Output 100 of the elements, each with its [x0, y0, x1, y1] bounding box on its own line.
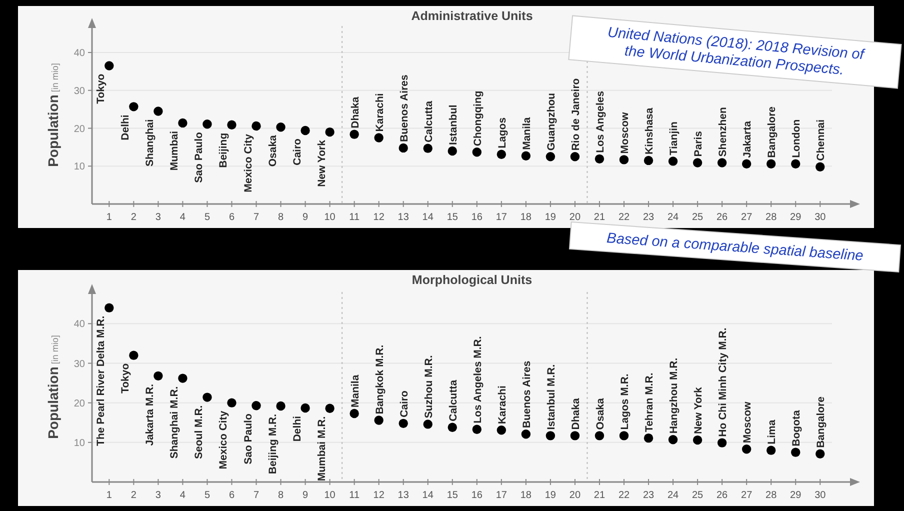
x-tick-label: 22: [618, 490, 630, 501]
x-tick-label: 4: [180, 490, 186, 501]
chart-title: Administrative Units: [411, 9, 533, 23]
y-tick-label: 10: [74, 162, 86, 173]
annotation: Chennai: [815, 119, 828, 161]
point: [300, 126, 310, 136]
point: [423, 420, 432, 429]
annotation: Calcutta: [447, 380, 460, 422]
annotation: Cairo: [291, 138, 304, 166]
annotation: Tehran M.R.: [644, 372, 656, 432]
annotation: Dhaka: [570, 398, 582, 430]
y-tick-label: 10: [74, 438, 86, 449]
point: [692, 158, 702, 168]
point: [300, 403, 310, 413]
x-tick-label: 19: [544, 212, 556, 223]
x-tick-label: 18: [520, 490, 532, 501]
annotation: Seoul M.R.: [193, 405, 206, 459]
point: [227, 398, 236, 408]
x-tick-label: 5: [204, 212, 210, 223]
annotation: London: [790, 119, 803, 158]
x-tick-label: 15: [446, 212, 458, 223]
point: [668, 156, 678, 166]
point: [644, 433, 654, 443]
point: [791, 159, 800, 168]
x-tick-label: 16: [471, 490, 483, 501]
point: [325, 127, 334, 137]
point: [546, 152, 556, 162]
x-tick-label: 7: [253, 212, 260, 223]
y-tick-label: 30: [74, 358, 86, 370]
x-tick-label: 10: [324, 212, 336, 223]
annotation: Beijing: [218, 132, 230, 168]
x-tick-label: 24: [667, 212, 680, 223]
annotation: Los Angeles: [594, 90, 606, 153]
point: [276, 401, 286, 411]
x-tick-label: 30: [814, 212, 826, 223]
annotation: Bogota: [790, 410, 803, 446]
annotation: Bangalore: [766, 106, 778, 158]
point: [374, 133, 384, 142]
x-tick-label: 29: [790, 490, 802, 501]
x-tick-label: 8: [278, 490, 284, 501]
point: [350, 408, 359, 418]
x-tick-label: 13: [398, 212, 410, 223]
x-tick-label: 26: [716, 490, 728, 501]
annotation: Suzhou M.R.: [422, 355, 435, 418]
x-tick-label: 14: [422, 212, 434, 223]
x-tick-label: 3: [155, 212, 162, 223]
x-tick-label: 17: [496, 490, 508, 501]
annotation: Calcutta: [422, 100, 435, 142]
point: [570, 152, 580, 162]
annotation: Mexico City: [218, 410, 230, 470]
x-tick-label: 26: [716, 212, 728, 223]
x-tick-label: 19: [544, 490, 556, 501]
x-tick-label: 30: [814, 490, 826, 501]
point: [448, 146, 457, 156]
annotation: Shanghai M.R.: [168, 386, 181, 459]
x-tick-label: 27: [741, 490, 753, 501]
annotation: Jakarta M.R.: [144, 384, 156, 446]
annotation: Karachi: [496, 386, 508, 424]
x-tick-label: 3: [155, 490, 162, 501]
x-tick-label: 23: [642, 212, 655, 223]
point: [521, 151, 531, 160]
annotation: Lagos M.R.: [619, 374, 631, 430]
x-tick-label: 9: [302, 490, 309, 501]
x-tick-label: 1: [106, 490, 112, 501]
text: Based on a comparable spatial baseline: [606, 230, 864, 264]
annotation: Istanbul: [447, 104, 460, 145]
point: [154, 371, 163, 381]
point: [154, 106, 163, 116]
x-tick-label: 12: [373, 490, 385, 501]
point: [644, 156, 654, 166]
x-tick-label: 15: [446, 490, 458, 501]
annotation: Kinshasa: [644, 108, 656, 154]
annotation: Guangzhou: [545, 92, 558, 151]
point: [570, 431, 580, 440]
annotation: Delhi: [291, 416, 304, 442]
point: [717, 438, 727, 448]
y-tick-label: 20: [74, 398, 86, 410]
chart-title: Morphological Units: [412, 273, 532, 287]
point: [816, 449, 825, 458]
point: [619, 155, 629, 164]
x-tick-label: 5: [204, 490, 210, 501]
x-tick-label: 12: [373, 212, 385, 223]
x-tick-label: 1: [106, 212, 112, 223]
y-tick-label: 40: [74, 48, 86, 60]
annotation: Tokyo: [120, 363, 132, 394]
annotation: Shenzhen: [717, 107, 730, 157]
point: [496, 426, 506, 435]
annotation: Sao Paulo: [242, 414, 254, 464]
annotation: Istanbul M.R.: [545, 364, 558, 430]
x-tick-label: 7: [253, 490, 260, 501]
point: [448, 422, 457, 432]
y-tick-label: 20: [74, 124, 86, 135]
point: [717, 158, 727, 168]
x-tick-label: 24: [667, 490, 680, 501]
point: [766, 446, 776, 455]
point: [202, 119, 212, 129]
x-tick-label: 23: [642, 490, 655, 501]
annotation: The Pearl River Delta M.R.: [95, 316, 108, 446]
x-tick-label: 20: [569, 212, 581, 223]
point: [252, 121, 261, 131]
